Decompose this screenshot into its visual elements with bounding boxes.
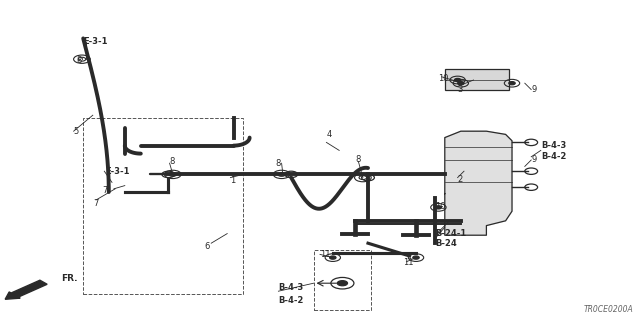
Circle shape	[413, 256, 419, 259]
Text: 8: 8	[77, 56, 82, 65]
Text: 8: 8	[170, 157, 175, 166]
Text: B-4-3: B-4-3	[278, 284, 303, 292]
Text: 7: 7	[93, 199, 98, 208]
Text: FR.: FR.	[61, 274, 77, 283]
Text: B-4-2: B-4-2	[278, 296, 304, 305]
Text: 4: 4	[326, 130, 332, 139]
Text: 9: 9	[531, 156, 536, 164]
Circle shape	[435, 206, 442, 209]
Bar	[314, 250, 371, 310]
Text: E-3-1: E-3-1	[106, 167, 130, 176]
Text: TR0CE0200A: TR0CE0200A	[584, 305, 634, 314]
Circle shape	[509, 82, 515, 85]
Text: 11: 11	[403, 258, 413, 267]
Polygon shape	[445, 131, 512, 235]
Circle shape	[337, 281, 348, 286]
Text: 5: 5	[74, 127, 79, 136]
Bar	[445, 69, 509, 90]
Text: 11: 11	[320, 250, 330, 259]
Text: B-24-1: B-24-1	[435, 229, 467, 238]
Circle shape	[454, 78, 461, 82]
Text: 1: 1	[230, 176, 236, 185]
Text: 7: 7	[102, 186, 108, 195]
Text: 3: 3	[458, 85, 463, 94]
Text: 8: 8	[275, 159, 280, 168]
Text: 6: 6	[205, 242, 210, 251]
Text: 10: 10	[438, 74, 449, 83]
Bar	[83, 118, 243, 294]
FancyArrow shape	[5, 280, 47, 299]
Circle shape	[330, 256, 336, 259]
Text: 8: 8	[355, 156, 360, 164]
Text: 2: 2	[458, 175, 463, 184]
Text: B-4-2: B-4-2	[541, 152, 566, 161]
Text: B-4-3: B-4-3	[541, 141, 566, 150]
Text: B-24: B-24	[435, 239, 457, 248]
Text: 10: 10	[435, 202, 445, 211]
Text: 9: 9	[531, 85, 536, 94]
Text: E-3-1: E-3-1	[83, 37, 108, 46]
Circle shape	[458, 82, 464, 85]
